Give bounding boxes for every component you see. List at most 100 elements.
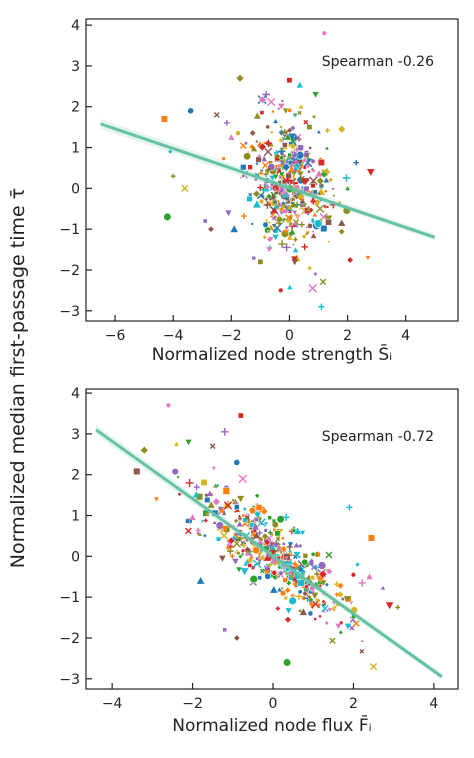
data-point — [290, 150, 294, 155]
data-point — [221, 156, 226, 161]
data-point — [318, 192, 321, 195]
data-point — [395, 604, 401, 610]
data-point — [318, 614, 322, 619]
data-point — [299, 608, 308, 616]
data-point — [236, 521, 243, 527]
data-point — [290, 138, 296, 144]
data-point — [258, 142, 267, 152]
data-point — [247, 563, 253, 568]
data-point — [264, 139, 273, 148]
data-point — [287, 107, 293, 113]
strength-plot-frame — [85, 18, 459, 322]
data-point — [213, 112, 220, 118]
data-point — [300, 595, 308, 602]
data-point — [311, 229, 315, 234]
data-point — [244, 550, 250, 556]
data-point — [318, 583, 323, 588]
y-tick-label: −2 — [59, 631, 80, 647]
data-point — [309, 558, 314, 563]
data-point — [205, 513, 210, 517]
data-point — [287, 234, 293, 240]
data-point — [241, 513, 245, 518]
data-point — [366, 573, 373, 580]
data-point — [185, 518, 191, 524]
data-point — [324, 582, 330, 588]
data-point — [306, 124, 313, 130]
data-point — [338, 228, 346, 236]
data-point — [267, 515, 272, 520]
data-point — [310, 198, 317, 205]
data-point — [202, 218, 208, 224]
data-point — [140, 446, 149, 455]
data-point — [254, 178, 258, 182]
data-point — [273, 150, 280, 156]
data-point — [249, 553, 253, 557]
data-point — [282, 142, 288, 148]
data-point — [278, 287, 284, 294]
data-point — [321, 599, 326, 604]
data-point — [279, 589, 287, 597]
data-point — [279, 125, 284, 129]
data-point — [187, 107, 195, 115]
y-tick-label: 0 — [71, 549, 80, 565]
data-point — [230, 225, 239, 233]
data-point — [200, 479, 208, 486]
data-point — [207, 501, 215, 508]
data-point — [222, 511, 227, 516]
data-point — [300, 530, 306, 536]
strength-axis-ticks: −6 −4 −2 0 2 4 −3 −2 −1 0 1 2 3 4 — [59, 18, 410, 344]
data-point — [308, 207, 315, 214]
data-point — [284, 571, 289, 576]
data-point — [332, 193, 336, 198]
flux-data-points — [133, 402, 401, 671]
data-point — [287, 152, 292, 158]
data-point — [307, 222, 314, 229]
data-point — [250, 222, 255, 226]
data-point — [302, 553, 309, 559]
data-point — [240, 164, 247, 171]
data-point — [344, 623, 352, 630]
data-point — [336, 582, 345, 590]
data-point — [242, 517, 248, 523]
data-point — [329, 637, 336, 644]
data-point — [170, 173, 176, 179]
data-point — [219, 531, 229, 540]
data-point — [283, 229, 290, 235]
data-point — [259, 568, 265, 574]
data-point — [193, 484, 200, 491]
data-point — [315, 598, 320, 603]
y-tick-label: 2 — [71, 100, 80, 116]
data-point — [297, 144, 304, 151]
data-point — [292, 113, 298, 118]
data-point — [234, 518, 239, 523]
data-point — [252, 200, 261, 208]
data-point — [280, 99, 284, 103]
y-tick-label: −2 — [59, 263, 80, 279]
data-point — [368, 534, 376, 542]
data-point — [272, 199, 278, 205]
data-point — [240, 548, 246, 554]
data-point — [282, 108, 289, 114]
data-point — [273, 187, 278, 191]
data-point — [196, 577, 205, 584]
data-point — [255, 140, 259, 144]
data-point — [218, 507, 225, 513]
data-point — [265, 124, 271, 130]
data-point — [241, 174, 245, 178]
data-point — [252, 523, 259, 530]
data-point — [303, 152, 308, 157]
data-point — [254, 492, 261, 499]
data-point — [206, 490, 213, 497]
data-point — [251, 255, 256, 261]
data-point — [288, 222, 293, 226]
data-point — [313, 617, 318, 622]
data-point — [235, 538, 239, 542]
data-point — [233, 634, 241, 642]
data-point — [319, 183, 324, 188]
data-point — [315, 170, 323, 177]
data-point — [267, 167, 271, 171]
y-tick-label: 0 — [71, 181, 80, 197]
data-point — [318, 569, 328, 579]
data-point — [290, 197, 296, 203]
data-point — [257, 530, 263, 536]
